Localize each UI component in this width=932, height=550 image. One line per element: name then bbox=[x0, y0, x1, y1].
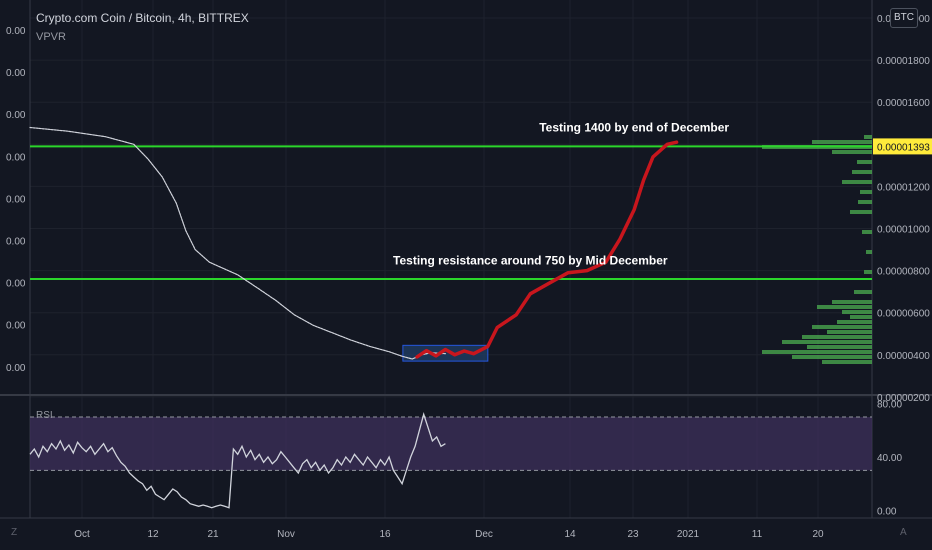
price-tick-label: 0.00001800 bbox=[877, 56, 930, 67]
volume-bar bbox=[864, 270, 872, 274]
volume-bar bbox=[807, 345, 872, 349]
price-tick-label: 0.00000200 bbox=[877, 393, 930, 404]
projection-line bbox=[415, 140, 679, 359]
price-tick-label: 0.00001200 bbox=[877, 182, 930, 193]
volume-bar bbox=[832, 150, 872, 154]
time-tick-label: 21 bbox=[207, 529, 219, 540]
volume-bar bbox=[827, 330, 872, 334]
main-pane-background bbox=[30, 0, 872, 395]
left-tick-label: 0.00 bbox=[6, 26, 26, 37]
volume-bar bbox=[802, 335, 872, 339]
price-axis[interactable]: 0.000020000.000018000.000016000.00001400… bbox=[873, 14, 932, 404]
left-tick-label: 0.00 bbox=[6, 68, 26, 79]
volume-bar bbox=[850, 210, 872, 214]
annotation-1: Testing 1400 by end of December bbox=[539, 121, 729, 135]
price-tick-label: 0.00001600 bbox=[877, 98, 930, 109]
volume-bar bbox=[837, 320, 872, 324]
volume-bar bbox=[864, 135, 872, 139]
annotation-2: Testing resistance around 750 by Mid Dec… bbox=[393, 253, 668, 267]
left-tick-label: 0.00 bbox=[6, 110, 26, 121]
volume-bar bbox=[850, 315, 872, 319]
price-line bbox=[29, 126, 446, 360]
time-tick-label: 2021 bbox=[677, 529, 700, 540]
rsi-tick-label: 80.00 bbox=[877, 400, 902, 411]
time-tick-label: 12 bbox=[147, 529, 159, 540]
time-tick-label: 20 bbox=[812, 529, 824, 540]
left-tick-label: 0.00 bbox=[6, 152, 26, 163]
volume-bar bbox=[762, 350, 872, 354]
time-tick-label: 11 bbox=[752, 529, 763, 540]
volume-bar bbox=[782, 340, 872, 344]
rsi-tick-label: 40.00 bbox=[877, 453, 902, 464]
volume-bar bbox=[842, 310, 872, 314]
time-tick-label: 14 bbox=[564, 529, 576, 540]
rsi-pane: RSI 80.00 40.00 0.00 bbox=[29, 400, 902, 517]
resistance-lines bbox=[30, 145, 872, 281]
volume-bar bbox=[822, 360, 872, 364]
price-series bbox=[29, 126, 679, 360]
time-tick-label: 23 bbox=[627, 529, 639, 540]
volume-bar bbox=[860, 190, 872, 194]
left-tick-label: 0.00 bbox=[6, 279, 26, 290]
rsi-label: RSI bbox=[36, 410, 53, 421]
rsi-line bbox=[29, 412, 446, 509]
price-tick-label: 0.00000800 bbox=[877, 267, 930, 278]
time-axis[interactable]: Oct 12 21 Nov 16 Dec 14 23 2021 11 20 bbox=[74, 529, 824, 540]
last-price-tag bbox=[873, 138, 932, 155]
volume-bar bbox=[792, 355, 872, 359]
left-tick-label: 0.00 bbox=[6, 363, 26, 374]
volume-bar bbox=[854, 290, 872, 294]
last-price-label: 0.00001393 bbox=[877, 142, 930, 153]
chart-title: Crypto.com Coin / Bitcoin, 4h, BITTREX bbox=[36, 11, 249, 25]
volume-bar bbox=[858, 200, 872, 204]
time-tick-label: Nov bbox=[277, 529, 295, 540]
rsi-band bbox=[30, 417, 872, 471]
volume-bar bbox=[832, 300, 872, 304]
volume-bar bbox=[842, 180, 872, 184]
left-axis: 0.00 0.00 0.00 0.00 0.00 0.00 0.00 0.00 0.00 bbox=[6, 26, 26, 374]
volume-bar bbox=[812, 325, 872, 329]
volume-bar bbox=[862, 230, 872, 234]
timezone-button[interactable]: Z bbox=[11, 527, 18, 538]
left-tick-label: 0.00 bbox=[6, 194, 26, 205]
price-tick-label: 0.00001000 bbox=[877, 225, 930, 236]
volume-bar bbox=[812, 140, 872, 144]
price-tick-label: 0.00000600 bbox=[877, 309, 930, 320]
volume-bar bbox=[852, 170, 872, 174]
time-tick-label: 16 bbox=[379, 529, 391, 540]
volume-bar bbox=[857, 160, 872, 164]
price-tick-label: 0.00000400 bbox=[877, 351, 930, 362]
indicator-label[interactable]: VPVR bbox=[36, 31, 66, 43]
left-tick-label: 0.00 bbox=[6, 321, 26, 332]
currency-badge[interactable]: BTC bbox=[890, 8, 918, 28]
volume-bar bbox=[866, 250, 872, 254]
left-tick-label: 0.00 bbox=[6, 237, 26, 248]
auto-scale-button[interactable]: A bbox=[900, 527, 907, 538]
time-tick-label: Dec bbox=[475, 529, 493, 540]
annotations: Testing 1400 by end of December Testing r… bbox=[393, 121, 729, 268]
volume-bar bbox=[817, 305, 872, 309]
time-tick-label: Oct bbox=[74, 529, 90, 540]
volume-profile bbox=[762, 135, 872, 364]
rsi-tick-label: 0.00 bbox=[877, 506, 897, 517]
